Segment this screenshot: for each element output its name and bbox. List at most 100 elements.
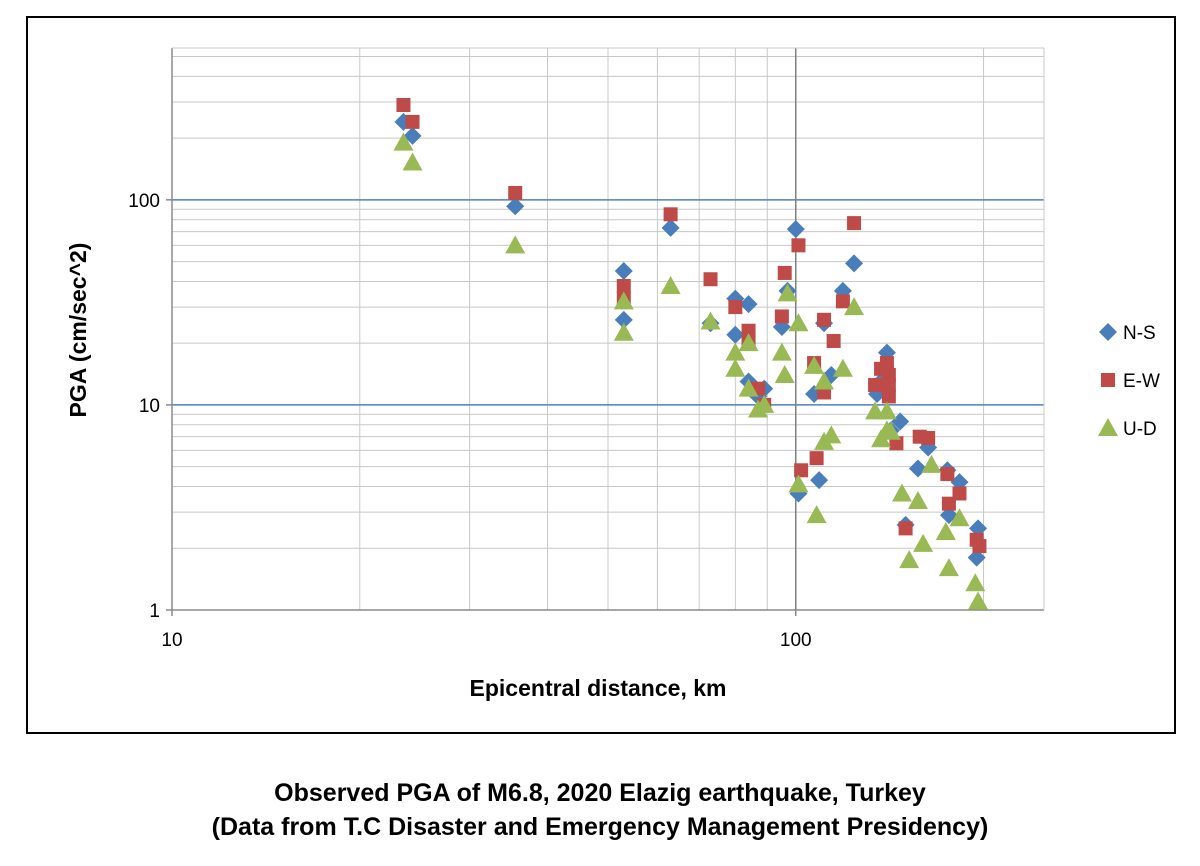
data-point-u-d (505, 235, 526, 254)
data-point-e-w (826, 333, 841, 348)
data-point-e-w (703, 272, 718, 287)
legend-label-n-s: N-S (1123, 323, 1156, 344)
data-point-e-w (881, 378, 896, 393)
data-point-e-w (396, 98, 411, 113)
data-point-u-d (725, 342, 746, 361)
data-point-n-s (908, 459, 927, 478)
data-point-e-w (972, 539, 987, 554)
data-point-e-w (868, 378, 883, 393)
data-point-u-d (393, 132, 414, 151)
data-point-u-d (754, 394, 775, 413)
data-point-e-w (817, 312, 832, 327)
data-point-u-d (832, 358, 853, 377)
data-point-u-d (968, 591, 989, 610)
chart-frame: 1 10 100 10 100 N-S E-W U-D PGA (cm/sec^2) Epi… (26, 16, 1176, 734)
data-point-u-d (725, 358, 746, 377)
data-point-n-s (661, 218, 680, 237)
legend-marker-u-d (1098, 418, 1118, 436)
data-points (393, 98, 989, 610)
data-point-u-d (402, 152, 423, 171)
data-point-u-d (899, 550, 920, 569)
caption-line-1: Observed PGA of M6.8, 2020 Elazig earthq… (274, 779, 926, 807)
data-point-e-w (889, 436, 904, 451)
data-point-u-d (806, 505, 827, 524)
data-point-u-d (777, 283, 798, 302)
data-point-e-w (405, 114, 420, 129)
data-point-u-d (660, 276, 681, 295)
data-point-n-s (739, 295, 758, 314)
data-point-u-d (844, 297, 865, 316)
data-point-u-d (788, 313, 809, 332)
y-tick-label: 100 (128, 191, 160, 212)
data-point-e-w (941, 496, 956, 511)
data-point-e-w (921, 430, 936, 445)
data-point-e-w (809, 451, 824, 466)
data-point-u-d (774, 364, 795, 383)
data-point-e-w (774, 309, 789, 324)
y-tick-label: 1 (149, 601, 160, 622)
data-point-e-w (879, 356, 894, 371)
data-point-n-s (403, 126, 422, 145)
axes (171, 47, 1045, 611)
data-point-u-d (613, 291, 634, 310)
data-point-e-w (881, 389, 896, 404)
data-point-e-w (835, 294, 850, 309)
data-point-n-s (891, 412, 910, 431)
data-point-u-d (738, 378, 759, 397)
data-point-n-s (506, 197, 525, 216)
data-point-u-d (921, 454, 942, 473)
data-point-e-w (791, 238, 806, 253)
legend-label-u-d: U-D (1123, 419, 1157, 440)
data-point-u-d (821, 425, 842, 444)
data-point-u-d (771, 342, 792, 361)
y-tick-label: 10 (139, 396, 160, 417)
data-point-u-d (613, 322, 634, 341)
data-point-u-d (738, 333, 759, 352)
data-point-u-d (949, 508, 970, 527)
data-point-e-w (794, 463, 809, 478)
data-point-e-w (952, 486, 967, 501)
data-point-n-s (845, 254, 864, 273)
x-tick-label: 10 (161, 630, 182, 651)
data-point-u-d (880, 421, 901, 440)
data-point-n-s (967, 548, 986, 567)
data-point-e-w (940, 467, 955, 482)
data-point-e-w (663, 207, 678, 222)
data-point-e-w (898, 521, 913, 536)
figure-caption: Observed PGA of M6.8, 2020 Elazig earthq… (0, 776, 1200, 844)
data-point-n-s (726, 325, 745, 344)
data-point-u-d (938, 558, 959, 577)
legend: N-S E-W U-D (1098, 323, 1160, 440)
data-point-u-d (788, 474, 809, 493)
data-point-e-w (616, 279, 631, 294)
y-axis-label: PGA (cm/sec^2) (65, 243, 91, 418)
data-point-n-s (810, 471, 829, 490)
data-point-n-s (614, 310, 633, 329)
grid-lines (172, 48, 1044, 610)
data-point-n-s (614, 261, 633, 280)
data-point-u-d (876, 401, 897, 420)
data-point-u-d (935, 522, 956, 541)
data-point-e-w (777, 265, 792, 280)
data-point-e-w (508, 185, 523, 200)
caption-line-2: (Data from T.C Disaster and Emergency Ma… (211, 813, 989, 841)
data-point-e-w (728, 300, 743, 315)
legend-label-e-w: E-W (1123, 371, 1160, 392)
data-point-u-d (804, 355, 825, 374)
data-point-u-d (965, 573, 986, 592)
data-point-u-d (913, 533, 934, 552)
data-point-e-w (847, 216, 862, 231)
data-point-u-d (700, 311, 721, 330)
series-e-w (396, 98, 987, 554)
x-tick-label: 100 (780, 630, 812, 651)
data-point-n-s (786, 220, 805, 239)
data-point-u-d (814, 371, 835, 390)
series-u-d (393, 132, 989, 610)
legend-marker-n-s (1099, 323, 1117, 341)
data-point-u-d (907, 491, 928, 510)
x-axis-label: Epicentral distance, km (470, 675, 727, 701)
legend-marker-e-w (1101, 373, 1115, 387)
data-point-u-d (891, 483, 912, 502)
